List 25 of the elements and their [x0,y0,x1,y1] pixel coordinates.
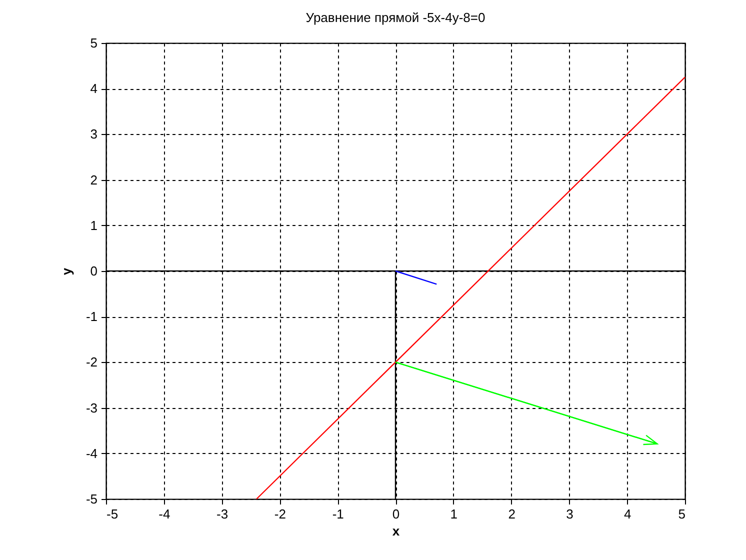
x-axis-title: x [392,524,400,538]
y-tick-label: -4 [86,446,98,461]
y-tick-label: 4 [90,81,98,96]
x-tick-label: 1 [450,506,458,522]
x-tick-label: 0 [392,506,400,522]
y-tick-label: 3 [90,126,98,142]
x-tick-label: 3 [566,506,574,522]
chart-title: Уравнение прямой -5x-4y-8=0 [306,10,486,25]
y-tick-label: -1 [86,309,98,324]
x-tick-label: -4 [158,506,170,522]
x-tick-label: 4 [624,506,632,522]
y-tick-label: -5 [86,492,98,506]
x-tick-label: -5 [106,506,118,522]
x-tick-label: -3 [216,506,228,522]
x-tick-label: -2 [274,506,286,522]
y-tick-label: -2 [86,354,98,370]
y-axis-title: y [58,267,74,276]
x-tick-label: 5 [678,506,686,522]
x-tick-label: -1 [332,506,344,522]
y-tick-label: 1 [90,218,98,233]
y-tick-label: 2 [90,172,98,188]
y-tick-label: 0 [90,264,98,278]
y-tick-label: 5 [90,36,98,50]
x-tick-label: 2 [508,506,516,522]
y-tick-label: -3 [86,400,98,416]
